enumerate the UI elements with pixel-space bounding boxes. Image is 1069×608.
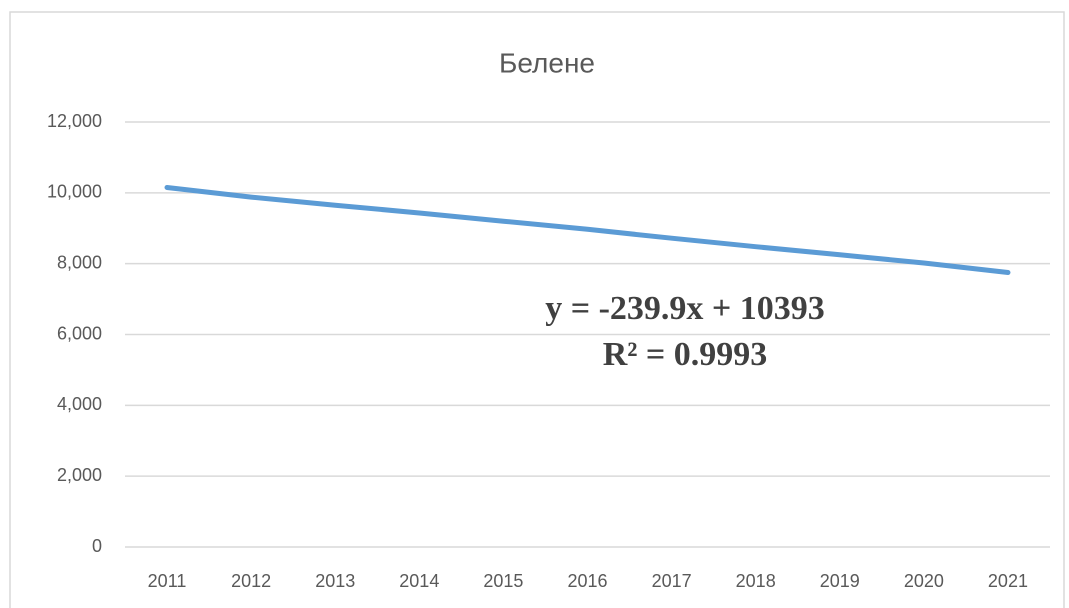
data-line	[164, 185, 1011, 275]
chart-title: Белене	[499, 47, 595, 78]
y-tick-label: 10,000	[47, 182, 102, 202]
x-tick-label: 2011	[148, 571, 187, 591]
x-tick-label: 2019	[820, 571, 860, 591]
trendline-equation: y = -239.9x + 10393	[545, 290, 825, 327]
x-tick-label: 2015	[483, 571, 523, 591]
y-tick-label: 8,000	[57, 252, 102, 272]
x-tick-label: 2020	[904, 571, 944, 591]
y-tick-label: 12,000	[47, 111, 102, 131]
y-tick-label: 6,000	[57, 323, 102, 343]
x-tick-label: 2021	[988, 571, 1028, 591]
chart-border	[9, 11, 1065, 608]
y-tick-label: 4,000	[57, 394, 102, 414]
x-tick-label: 2017	[652, 571, 692, 591]
x-tick-label: 2012	[231, 571, 271, 591]
x-tick-label: 2016	[567, 571, 607, 591]
r-squared: R² = 0.9993	[603, 336, 768, 373]
x-tick-label: 2014	[399, 571, 439, 591]
x-tick-label: 2018	[736, 571, 776, 591]
y-tick-label: 0	[92, 536, 102, 556]
x-tick-label: 2013	[315, 571, 355, 591]
y-tick-label: 2,000	[57, 465, 102, 485]
